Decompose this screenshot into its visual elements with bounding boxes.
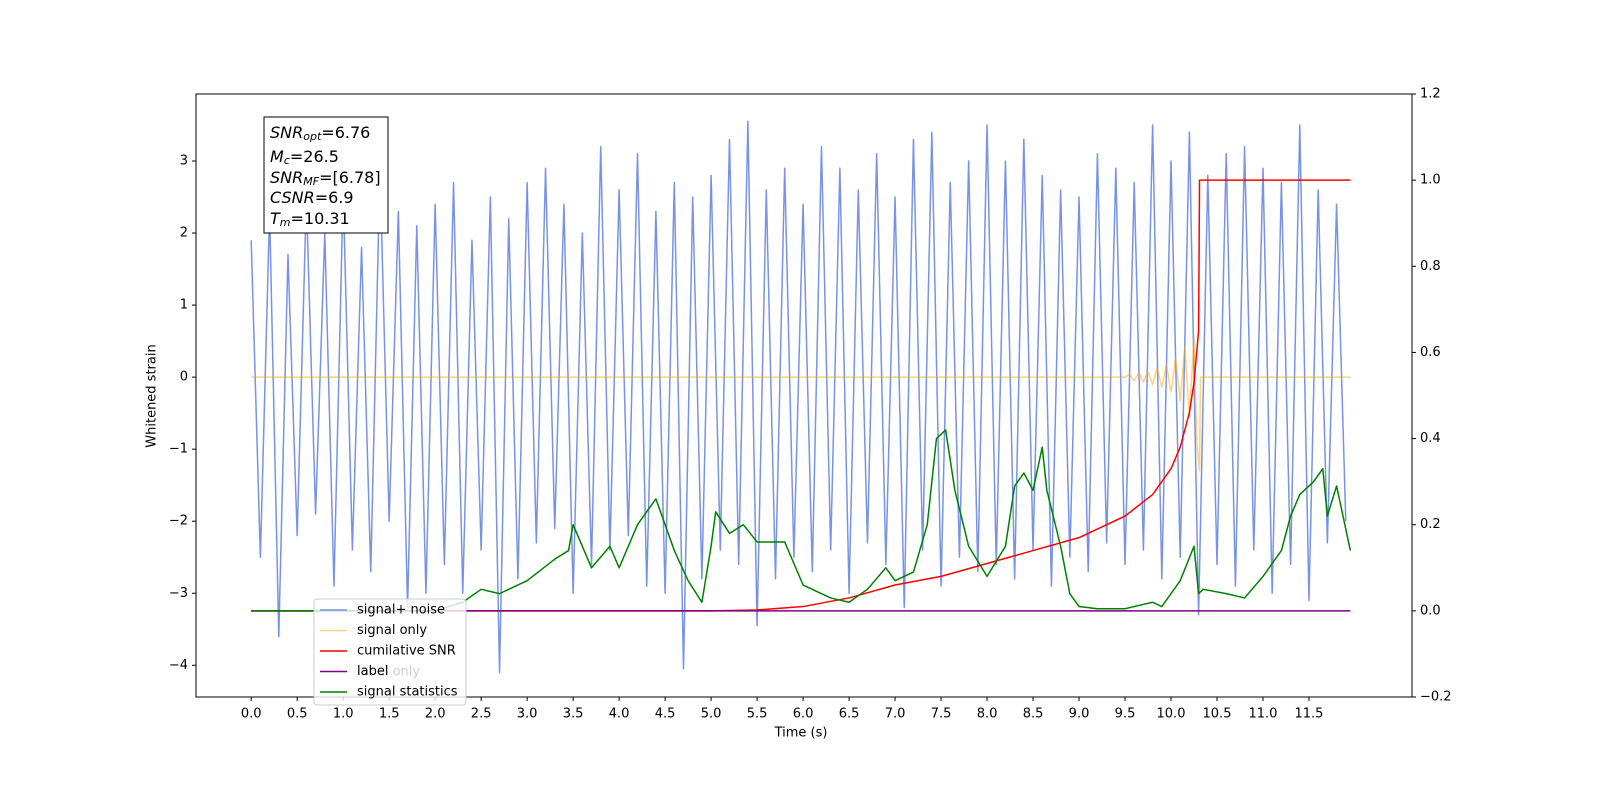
- stats-value: =6.76: [321, 123, 370, 142]
- series-line: [251, 336, 1351, 472]
- y-axis-label: Whitened strain: [145, 344, 160, 447]
- x-tick-label: 7.0: [885, 707, 906, 722]
- x-tick-label: 9.0: [1069, 707, 1090, 722]
- x-tick-label: 3.5: [563, 707, 584, 722]
- legend-label: signal+ noise: [357, 603, 445, 618]
- stats-value: =10.31: [291, 209, 350, 228]
- x-tick-label: 0.0: [241, 707, 262, 722]
- stats-value: =6.9: [315, 188, 354, 207]
- stats-symbol: CSNR: [270, 188, 315, 207]
- x-tick-label: 6.5: [839, 707, 860, 722]
- x-tick-label: 8.5: [1023, 707, 1044, 722]
- y2-tick-label: 0.8: [1420, 259, 1441, 274]
- stats-subscript: c: [284, 154, 290, 167]
- y-tick-label: −3: [169, 586, 188, 601]
- stats-line: SNRopt=6.76: [270, 123, 370, 144]
- stats-box: SNRopt=6.76Mc=26.5SNRMF=[6.78]CSNR=6.9Tm…: [263, 116, 389, 234]
- x-tick-label: 2.0: [425, 707, 446, 722]
- x-tick-label: 8.0: [977, 707, 998, 722]
- x-tick-label: 4.0: [609, 707, 630, 722]
- legend-label: label: [357, 664, 388, 679]
- legend-frame: [313, 598, 467, 706]
- axes-frame: [195, 93, 1413, 698]
- legend-label: cumilative SNR: [357, 644, 456, 659]
- stats-symbol: SNR: [270, 123, 303, 142]
- x-tick-label: 1.0: [333, 707, 354, 722]
- x-tick-label: 5.0: [701, 707, 722, 722]
- x-tick-label: 2.5: [471, 707, 492, 722]
- x-tick-label: 0.5: [287, 707, 308, 722]
- stats-symbol: T: [270, 209, 281, 228]
- y-tick-label: 3: [180, 154, 188, 169]
- y-tick-label: 1: [180, 298, 188, 313]
- stats-value: =26.5: [290, 147, 339, 166]
- x-axis-label: Time (s): [774, 726, 828, 741]
- stats-subscript: MF: [303, 175, 319, 188]
- x-tick-label: 1.5: [379, 707, 400, 722]
- stats-line: Mc=26.5: [270, 147, 339, 168]
- y2-tick-label: 0.0: [1420, 603, 1441, 618]
- stats-line: CSNR=6.9: [270, 188, 354, 207]
- series-line: [251, 429, 1352, 612]
- y2-tick-label: 0.4: [1420, 431, 1441, 446]
- y-tick-label: 0: [180, 370, 188, 385]
- y2-tick-label: −0.2: [1420, 690, 1452, 705]
- stats-box-frame: [263, 116, 389, 234]
- y-tick-label: −1: [169, 442, 188, 457]
- y2-tick-label: 1.2: [1420, 87, 1441, 102]
- y2-tick-label: 1.0: [1420, 173, 1441, 188]
- x-tick-label: 3.0: [517, 707, 538, 722]
- stats-line: SNRMF=[6.78]: [270, 168, 381, 189]
- x-tick-label: 10.5: [1203, 707, 1232, 722]
- legend-label: signal statistics: [357, 685, 458, 700]
- y-tick-label: −2: [169, 514, 188, 529]
- x-tick-label: 4.5: [655, 707, 676, 722]
- stats-subscript: opt: [303, 130, 322, 143]
- y2-tick-label: 0.6: [1420, 345, 1441, 360]
- stats-value: =[6.78]: [319, 168, 381, 187]
- stats-line: Tm=10.31: [270, 209, 350, 230]
- stats-subscript: m: [280, 216, 291, 229]
- x-tick-label: 10.0: [1157, 707, 1186, 722]
- x-tick-label: 6.0: [793, 707, 814, 722]
- series-line: [251, 179, 1351, 612]
- x-tick-label: 11.5: [1295, 707, 1324, 722]
- stats-symbol: SNR: [270, 168, 303, 187]
- y-tick-label: 2: [180, 226, 188, 241]
- y-tick-label: −4: [169, 658, 188, 673]
- x-tick-label: 11.0: [1249, 707, 1278, 722]
- stats-symbol: M: [270, 147, 284, 166]
- x-tick-label: 9.5: [1115, 707, 1136, 722]
- x-tick-label: 5.5: [747, 707, 768, 722]
- series-line: [250, 120, 1347, 674]
- legend-label: signal only: [357, 623, 427, 638]
- x-tick-label: 7.5: [931, 707, 952, 722]
- y2-tick-label: 0.2: [1420, 517, 1441, 532]
